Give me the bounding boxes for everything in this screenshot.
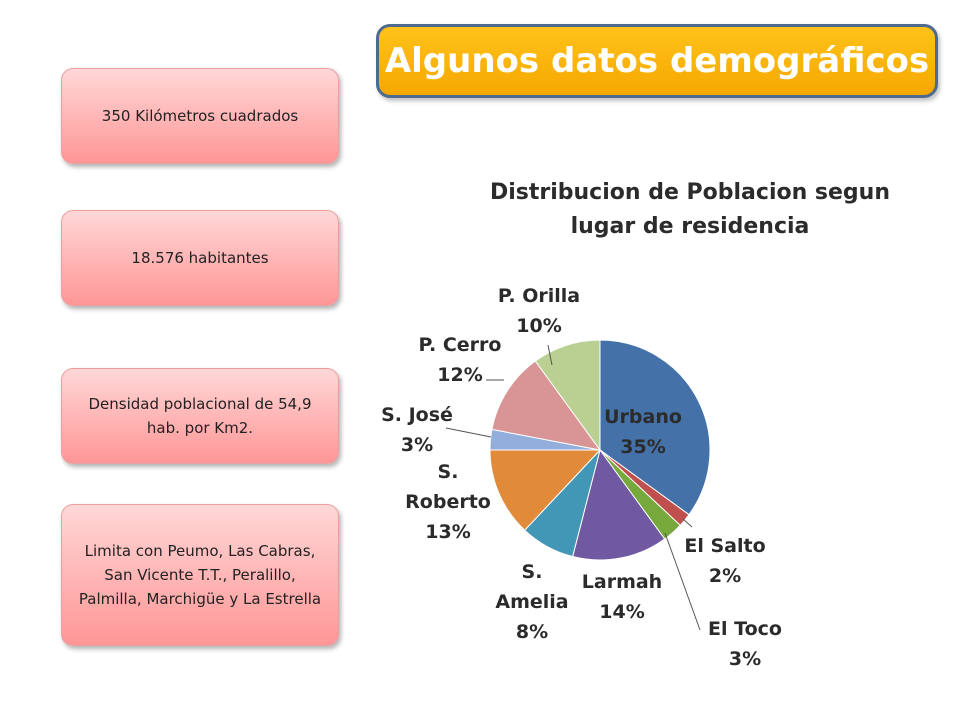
pie-label-s-jos-: S. José 3% xyxy=(381,404,453,456)
leader-line xyxy=(445,427,492,438)
pie-slice-p-orilla xyxy=(534,339,601,452)
fact-borders: Limita con Peumo, Las Cabras, San Vicent… xyxy=(61,504,339,646)
pie-slice-s-roberto xyxy=(489,449,602,531)
fact-density: Densidad poblacional de 54,9 hab. por Km… xyxy=(61,368,339,464)
pie-slice-urbano xyxy=(599,339,711,516)
pie-label-el-salto: El Salto 2% xyxy=(684,535,765,587)
leader-line xyxy=(682,518,693,528)
leader-line xyxy=(664,532,701,631)
fact-density-text: Densidad poblacional de 54,9 hab. por Km… xyxy=(88,395,312,437)
pie-label-s-amelia: S. Amelia 8% xyxy=(495,561,568,643)
leader-line xyxy=(547,344,553,366)
pie-slice-larmah xyxy=(572,448,666,561)
pie-slice-p-cerro xyxy=(491,360,602,451)
pie-label-el-toco: El Toco 3% xyxy=(708,618,782,670)
pie-label-urbano: Urbano 35% xyxy=(604,406,682,458)
pie-label-larmah: Larmah 14% xyxy=(582,571,662,623)
pie-label-p-cerro: P. Cerro 12% xyxy=(419,334,502,386)
chart-title: Distribucion de Poblacion segun lugar de… xyxy=(489,180,891,239)
fact-borders-text: Limita con Peumo, Las Cabras, San Vicent… xyxy=(78,542,322,608)
fact-area: 350 Kilómetros cuadrados xyxy=(61,68,339,164)
fact-population-text: 18.576 habitantes xyxy=(131,249,269,267)
page-title: Algunos datos demográficos xyxy=(376,24,938,98)
fact-area-text: 350 Kilómetros cuadrados xyxy=(101,107,299,125)
pie-label-s-roberto: S. Roberto 13% xyxy=(405,461,491,543)
fact-population: 18.576 habitantes xyxy=(61,210,339,306)
pie-label-p-orilla: P. Orilla 10% xyxy=(498,285,580,337)
